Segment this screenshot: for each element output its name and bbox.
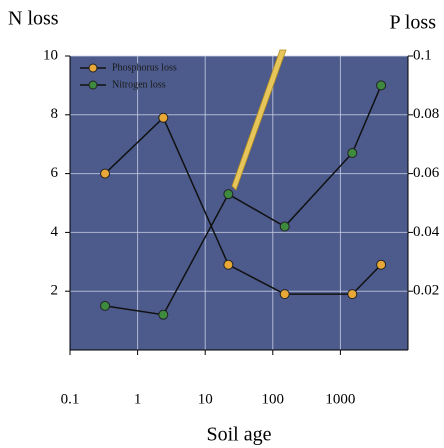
data-point [279, 289, 290, 300]
legend-marker [88, 80, 98, 90]
x-tick-label: 1000 [325, 391, 355, 407]
y2-tick-label: 0.08 [413, 106, 439, 122]
y2-axis-title: P loss [389, 12, 436, 34]
legend-marker [88, 63, 98, 73]
y2-tick-label: 0.04 [413, 224, 440, 240]
x-tick-label: 1 [134, 391, 142, 407]
plot-area [70, 56, 408, 350]
data-point [100, 300, 111, 311]
data-point [279, 221, 290, 232]
x-tick-label: 10 [198, 391, 213, 407]
x-tick-label: 0.1 [61, 391, 80, 407]
y-tick-label: 4 [51, 224, 59, 240]
y-tick-label: 10 [43, 47, 58, 63]
data-point [158, 112, 169, 123]
series-line [104, 85, 382, 316]
x-axis-title: Soil age [207, 424, 272, 446]
y2-tick-label: 0.02 [413, 283, 439, 299]
data-point [347, 148, 358, 159]
data-point [376, 80, 387, 91]
y-tick-label: 8 [51, 106, 59, 122]
series-line [104, 116, 382, 295]
legend-label: Nitrogen loss [112, 79, 166, 90]
legend-label: Phosphorus loss [112, 62, 177, 73]
data-point [347, 289, 358, 300]
y-axis-title: N loss [8, 8, 59, 30]
data-point [223, 189, 234, 200]
y-tick-label: 6 [51, 165, 59, 181]
data-point [376, 259, 387, 270]
y2-tick-label: 0.1 [413, 47, 432, 63]
y2-tick-label: 0.06 [413, 165, 440, 181]
data-point [158, 309, 169, 320]
y-tick-label: 2 [51, 283, 59, 299]
data-point [223, 259, 234, 270]
data-point [100, 168, 111, 179]
x-tick-label: 100 [262, 391, 285, 407]
decoration [231, 49, 287, 191]
